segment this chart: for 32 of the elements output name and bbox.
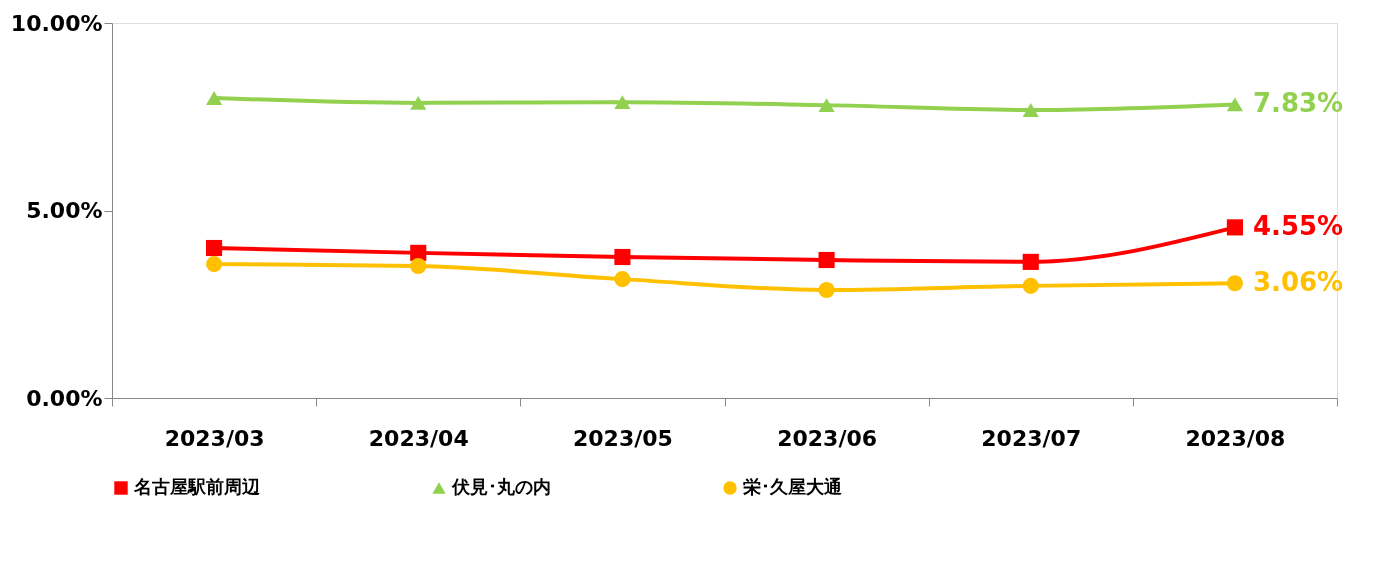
legend-label: 栄･久屋大通 bbox=[743, 476, 842, 497]
point bbox=[410, 257, 427, 275]
y-tick-label: 0.00% bbox=[26, 385, 103, 411]
x-tick-label: 2023/06 bbox=[777, 425, 878, 451]
point bbox=[818, 98, 835, 113]
x-tick-label: 2023/07 bbox=[981, 425, 1082, 451]
point bbox=[614, 95, 631, 110]
point bbox=[206, 239, 223, 257]
point bbox=[818, 281, 835, 299]
x-tick-label: 2023/08 bbox=[1185, 425, 1286, 451]
data-label: 7.83% bbox=[1252, 88, 1344, 119]
point bbox=[206, 91, 223, 105]
legend-label: 名古屋駅前周辺 bbox=[133, 476, 261, 497]
point bbox=[1226, 97, 1243, 112]
point bbox=[1022, 253, 1039, 270]
y-tick-label: 10.00% bbox=[10, 10, 103, 36]
point bbox=[614, 248, 631, 266]
point bbox=[1226, 219, 1243, 236]
point bbox=[1226, 275, 1243, 292]
point bbox=[410, 95, 427, 110]
point bbox=[614, 271, 631, 288]
data-label: 4.55% bbox=[1252, 211, 1344, 242]
legend-label: 伏見･丸の内 bbox=[451, 476, 551, 497]
x-tick-label: 2023/03 bbox=[164, 425, 265, 451]
data-label: 3.06% bbox=[1252, 267, 1344, 298]
point bbox=[206, 256, 223, 273]
point bbox=[1022, 277, 1039, 294]
x-tick-label: 2023/04 bbox=[368, 425, 469, 451]
point bbox=[1022, 103, 1039, 117]
x-tick-label: 2023/05 bbox=[572, 425, 673, 451]
point bbox=[818, 251, 835, 269]
y-tick-label: 5.00% bbox=[26, 198, 103, 223]
